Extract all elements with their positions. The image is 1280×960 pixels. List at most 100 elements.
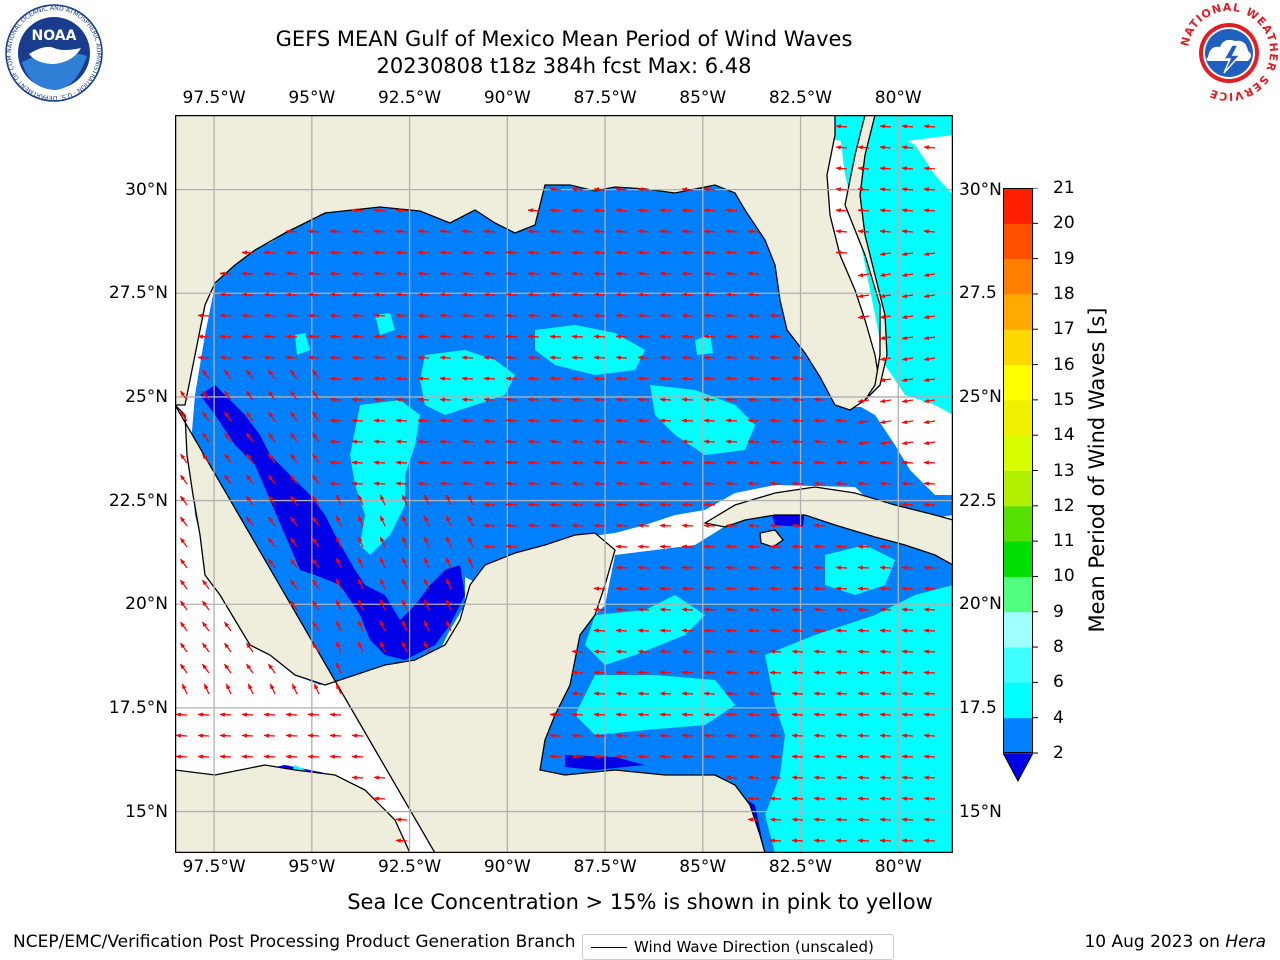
- footer-date: 10 Aug 2023 on Hera: [1084, 932, 1266, 952]
- direction-arrow: [219, 754, 232, 759]
- direction-arrow: [879, 208, 892, 213]
- lat-tick-right: 22.5: [959, 490, 997, 511]
- direction-arrow: [312, 600, 320, 611]
- direction-arrow: [747, 481, 760, 486]
- direction-arrow: [769, 817, 782, 822]
- colorbar-cell: [1003, 682, 1033, 719]
- direction-arrow: [357, 557, 364, 569]
- direction-arrow: [417, 439, 430, 444]
- direction-arrow: [290, 432, 298, 443]
- direction-arrow: [373, 334, 386, 339]
- direction-arrow: [681, 544, 694, 549]
- direction-arrow: [747, 250, 760, 255]
- direction-arrow: [835, 460, 848, 465]
- direction-arrow: [769, 796, 782, 801]
- direction-arrow: [593, 523, 606, 528]
- lat-tick-left: 30°N: [125, 179, 168, 200]
- direction-arrow: [329, 754, 342, 759]
- direction-arrow: [725, 334, 738, 339]
- direction-arrow: [747, 586, 760, 591]
- direction-arrow: [637, 712, 650, 717]
- direction-arrow: [923, 754, 936, 759]
- direction-arrow: [615, 313, 628, 318]
- direction-arrow: [461, 397, 474, 402]
- direction-arrow: [549, 376, 562, 381]
- direction-arrow: [461, 313, 474, 318]
- colorbar-cell: [1003, 364, 1033, 401]
- direction-arrow: [659, 334, 672, 339]
- direction-arrow: [681, 418, 694, 423]
- direction-arrow: [857, 754, 870, 759]
- direction-arrow: [505, 271, 518, 276]
- direction-arrow: [879, 251, 892, 257]
- direction-arrow: [263, 712, 276, 717]
- direction-arrow: [857, 460, 870, 465]
- direction-arrow: [290, 558, 298, 569]
- direction-arrow: [637, 691, 650, 696]
- direction-arrow: [395, 250, 408, 255]
- colorbar-tick-label: 17: [1053, 319, 1075, 340]
- direction-arrow: [615, 628, 628, 633]
- direction-arrow: [813, 460, 826, 465]
- direction-arrow: [813, 691, 826, 696]
- direction-arrow: [879, 544, 892, 549]
- direction-arrow: [681, 565, 694, 570]
- direction-arrow: [263, 355, 276, 360]
- direction-arrow: [901, 796, 914, 801]
- direction-arrow: [351, 733, 364, 738]
- direction-arrow: [835, 166, 848, 171]
- direction-arrow: [835, 208, 848, 213]
- direction-arrow: [329, 334, 342, 339]
- direction-arrow: [593, 355, 606, 360]
- direction-arrow: [923, 145, 936, 150]
- direction-arrow: [923, 838, 936, 843]
- direction-arrow: [791, 817, 804, 822]
- lon-tick-bottom: 92.5°W: [377, 857, 442, 877]
- direction-arrow: [505, 292, 518, 297]
- direction-arrow: [202, 642, 210, 653]
- direction-arrow: [791, 544, 804, 549]
- direction-arrow: [791, 460, 804, 465]
- direction-arrow: [659, 208, 672, 213]
- direction-arrow: [857, 166, 870, 171]
- direction-arrow: [445, 599, 452, 611]
- colorbar-tick-label: 13: [1053, 460, 1075, 481]
- direction-arrow: [571, 292, 584, 297]
- direction-arrow: [681, 376, 694, 381]
- colorbar-tick-label: 11: [1053, 531, 1075, 552]
- direction-arrow: [725, 418, 738, 423]
- direction-arrow: [901, 817, 914, 822]
- direction-arrow: [307, 292, 320, 297]
- direction-arrow: [725, 229, 738, 234]
- direction-arrow: [593, 691, 606, 696]
- colorbar-cell: [1003, 188, 1033, 224]
- direction-arrow: [725, 733, 738, 738]
- direction-arrow: [659, 670, 672, 675]
- direction-arrow: [791, 418, 804, 423]
- direction-arrow: [923, 356, 936, 362]
- direction-arrow: [769, 586, 782, 591]
- colorbar-cell: [1003, 258, 1033, 295]
- direction-arrow: [901, 607, 914, 612]
- direction-arrow: [329, 313, 342, 318]
- direction-arrow: [549, 250, 562, 255]
- colorbar-cell: [1003, 647, 1033, 683]
- direction-arrow: [791, 523, 804, 528]
- direction-arrow: [329, 250, 342, 255]
- colorbar-cell: [1003, 611, 1033, 648]
- direction-arrow: [769, 376, 782, 381]
- direction-arrow: [923, 187, 936, 192]
- colorbar-extension: [1003, 752, 1034, 783]
- direction-arrow: [224, 453, 232, 464]
- direction-arrow: [263, 313, 276, 318]
- direction-arrow: [791, 397, 804, 402]
- direction-arrow: [423, 641, 430, 653]
- direction-arrow: [180, 642, 188, 653]
- direction-arrow: [901, 398, 914, 404]
- direction-arrow: [879, 314, 892, 320]
- direction-arrow: [615, 586, 628, 591]
- direction-arrow: [527, 334, 540, 339]
- direction-arrow: [923, 460, 936, 465]
- direction-arrow: [401, 620, 408, 632]
- direction-arrow: [637, 733, 650, 738]
